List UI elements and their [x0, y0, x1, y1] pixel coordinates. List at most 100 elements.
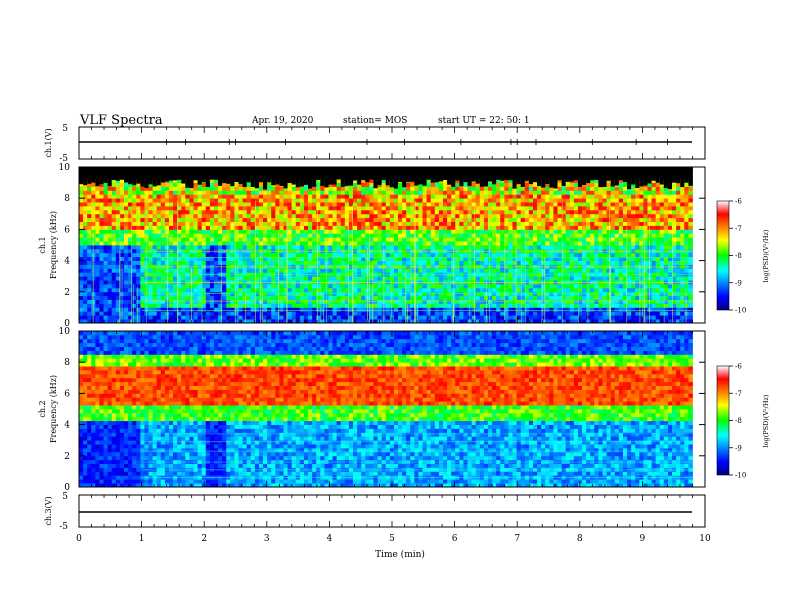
ch1-spectrogram-cell [586, 284, 591, 289]
ch1-spectrogram-cell [185, 225, 190, 230]
ch1-spectrogram-cell [103, 202, 109, 207]
ch1-spectrogram-cell [115, 276, 121, 281]
ch1-spectrogram-cell [369, 202, 374, 207]
ch1-spectrogram-cell [377, 202, 383, 207]
ch1-spectrogram-cell [193, 311, 199, 316]
ch1-spectrogram-cell [398, 256, 403, 261]
ch1-spectrogram-cell [222, 299, 227, 304]
ch1-spectrogram-cell [377, 315, 383, 320]
ch1-spectrogram-cell [451, 206, 456, 211]
ch1-spectrogram-cell [91, 287, 96, 293]
ch1-spectrogram-cell [267, 311, 272, 316]
ch1-spectrogram-cell [83, 287, 88, 293]
ch1-spectrogram-cell [463, 209, 468, 215]
ch1-spectrogram-cell [279, 186, 284, 191]
ch1-spectrogram-cell [79, 276, 84, 281]
ch1-spectrogram-cell [500, 202, 505, 207]
ch1-spectrogram-cell [402, 233, 407, 238]
ch1-spectrogram-cell [303, 268, 309, 273]
ch1-spectrogram-cell [594, 198, 599, 203]
ch1-spectrogram-cell [193, 245, 199, 250]
ch1-spectrogram-cell [119, 178, 125, 183]
ch1-spectrogram-cell [299, 252, 305, 258]
ch1-spectrogram-cell [590, 190, 595, 195]
ch1-spectrogram-cell [565, 229, 571, 234]
ch1-spectrogram-cell [348, 186, 354, 191]
ch1-spectrogram-cell [573, 221, 579, 226]
ch1-spectrogram-cell [463, 202, 468, 207]
ch1-spectrogram-cell [451, 229, 456, 234]
ch1-spectrogram-cell [283, 303, 288, 308]
ch1-spectrogram-cell [402, 186, 407, 191]
ch1-spectrogram-cell [565, 303, 571, 308]
ch1-spectrogram-cell [492, 307, 497, 312]
ch1-spectrogram-cell [590, 287, 595, 293]
ch1-spectrogram-cell [324, 206, 329, 211]
ch1-spectrogram-cell [312, 209, 317, 215]
ch1-spectrogram-cell [500, 190, 505, 195]
ch1-spectrogram-cell [87, 319, 92, 324]
ch1-spectrogram-cell [91, 315, 96, 320]
ch1-spectrogram-cell [209, 229, 215, 234]
ch1-spectrogram-cell [111, 287, 117, 293]
ch1-spectrogram-cell [332, 307, 338, 312]
ch1-spectrogram-cell [443, 198, 448, 203]
ch1-spectrogram-cell [83, 311, 88, 316]
ch1-spectrogram-cell [512, 260, 518, 265]
ch1-spectrogram-cell [119, 202, 125, 207]
ch1-spectrogram-cell [156, 217, 162, 222]
ch1-spectrogram-cell [422, 256, 428, 261]
ch1-spectrogram-cell [475, 252, 481, 258]
ch1-spectrogram-cell [606, 202, 612, 207]
ch1-spectrogram-cell [385, 241, 391, 246]
ch1-spectrogram-cell [516, 194, 522, 199]
ch1-spectrogram-cell [398, 260, 403, 265]
ch1-spectrogram-cell [569, 287, 575, 293]
ch1-spectrogram-cell [471, 198, 477, 203]
ch1-spectrogram-cell [402, 194, 407, 199]
ch1-spectrogram-cell [410, 268, 415, 273]
ch1-spectrogram-cutoff [361, 167, 366, 180]
ch1-spectrogram-cell [83, 295, 88, 300]
ch1-spectrogram-cell [258, 319, 264, 324]
ch1-spectrogram-cell [95, 264, 100, 269]
ch1-spectrogram-cell [361, 256, 366, 261]
ch1-spectrogram-cutoff [500, 167, 505, 181]
ch1-spectrogram-cell [271, 307, 276, 312]
ch1-spectrogram-cell [111, 237, 117, 242]
ch1-spectrogram-cutoff [287, 167, 293, 184]
ch1-spectrogram-cell [385, 229, 391, 234]
ch1-spectrogram-cell [492, 256, 497, 261]
ch1-spectrogram-cell [209, 260, 215, 265]
ch1-spectrogram-cell [115, 295, 121, 300]
ch1-spectrogram-cell [287, 182, 293, 187]
ch1-spectrogram-cutoff [189, 167, 194, 189]
ch1-spectrogram-cell [586, 303, 591, 308]
ch1-spectrogram-cell [414, 241, 419, 246]
ch1-spectrogram-cell [295, 276, 301, 281]
ch1-spectrogram-cell [205, 295, 211, 300]
ch1-spectrogram-cell [385, 245, 391, 250]
ch1-spectrogram-cell [209, 256, 215, 261]
ch1-spectrogram-cell [512, 225, 518, 230]
ch1-spectrogram-cell [361, 225, 366, 230]
ch1-spectrogram-cutoff [369, 167, 374, 180]
ch1-spectrogram-cell [434, 315, 440, 320]
ch1-spectrogram-cell [152, 245, 158, 250]
ch1-spectrogram-cell [312, 198, 317, 203]
ch1-spectrogram-cell [553, 252, 558, 258]
ch1-spectrogram-cell [168, 190, 174, 195]
ch1-spectrogram-cell [577, 284, 583, 289]
ch1-spectrogram-cell [303, 186, 309, 191]
ch1-spectrogram-cell [516, 198, 522, 203]
ch1-spectrogram-cell [107, 272, 113, 277]
ch1-spectrogram-cell [496, 198, 501, 203]
ch1-spectrogram-cell [95, 276, 100, 281]
ch1-spectrogram-cell [287, 190, 293, 195]
ch1-spectrogram-cell [193, 319, 199, 324]
ch1-spectrogram-cell [438, 311, 444, 316]
ch1-spectrogram-cell [283, 311, 288, 316]
ch1-spectrogram-cell [250, 221, 256, 226]
ch1-spectrogram-cell [434, 295, 440, 300]
ch1-spectrogram-cell [553, 186, 558, 191]
